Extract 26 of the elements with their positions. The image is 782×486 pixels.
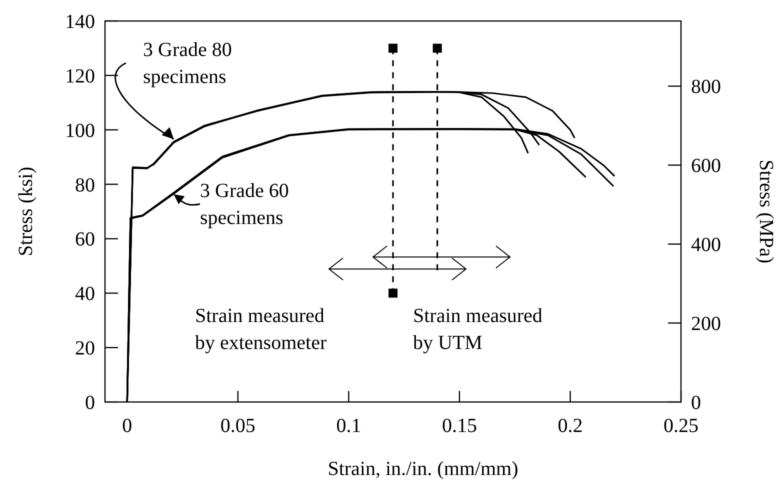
y2-tick-label: 0 [691,392,701,414]
y-tick-label: 140 [65,11,95,33]
annotation: Strain measured by UTM [413,305,542,354]
y-axis-title: Stress (ksi) [15,166,37,256]
y-tick-label: 120 [65,65,95,88]
y-tick-label: 20 [75,338,95,360]
y2-tick-label: 800 [691,76,721,98]
x-tick-label: 0.2 [558,415,583,437]
x-tick-label: 0.15 [442,415,477,437]
x-tick-label: 0 [122,415,132,437]
annotation: 3 Grade 80 specimens [143,39,232,88]
y2-tick-label: 600 [691,155,721,178]
y-tick-label: 80 [75,174,95,196]
annotation: Strain measured by extensometer [195,305,327,354]
y2-tick-label: 400 [691,234,721,256]
annotation: 3 Grade 60 specimens [200,180,289,229]
y-tick-label: 0 [85,392,95,414]
x-tick-label: 0.25 [664,415,698,437]
x-tick-label: 0.1 [336,415,362,437]
x-axis-title: Strain, in./in. (mm/mm) [328,458,518,480]
y2-axis-title: Stress (MPa) [755,160,777,264]
y-tick-label: 40 [75,283,95,306]
y2-tick-label: 200 [691,313,721,336]
y-tick-label: 60 [75,228,95,251]
x-tick-label: 0.05 [220,415,256,437]
y-tick-label: 100 [65,120,95,142]
